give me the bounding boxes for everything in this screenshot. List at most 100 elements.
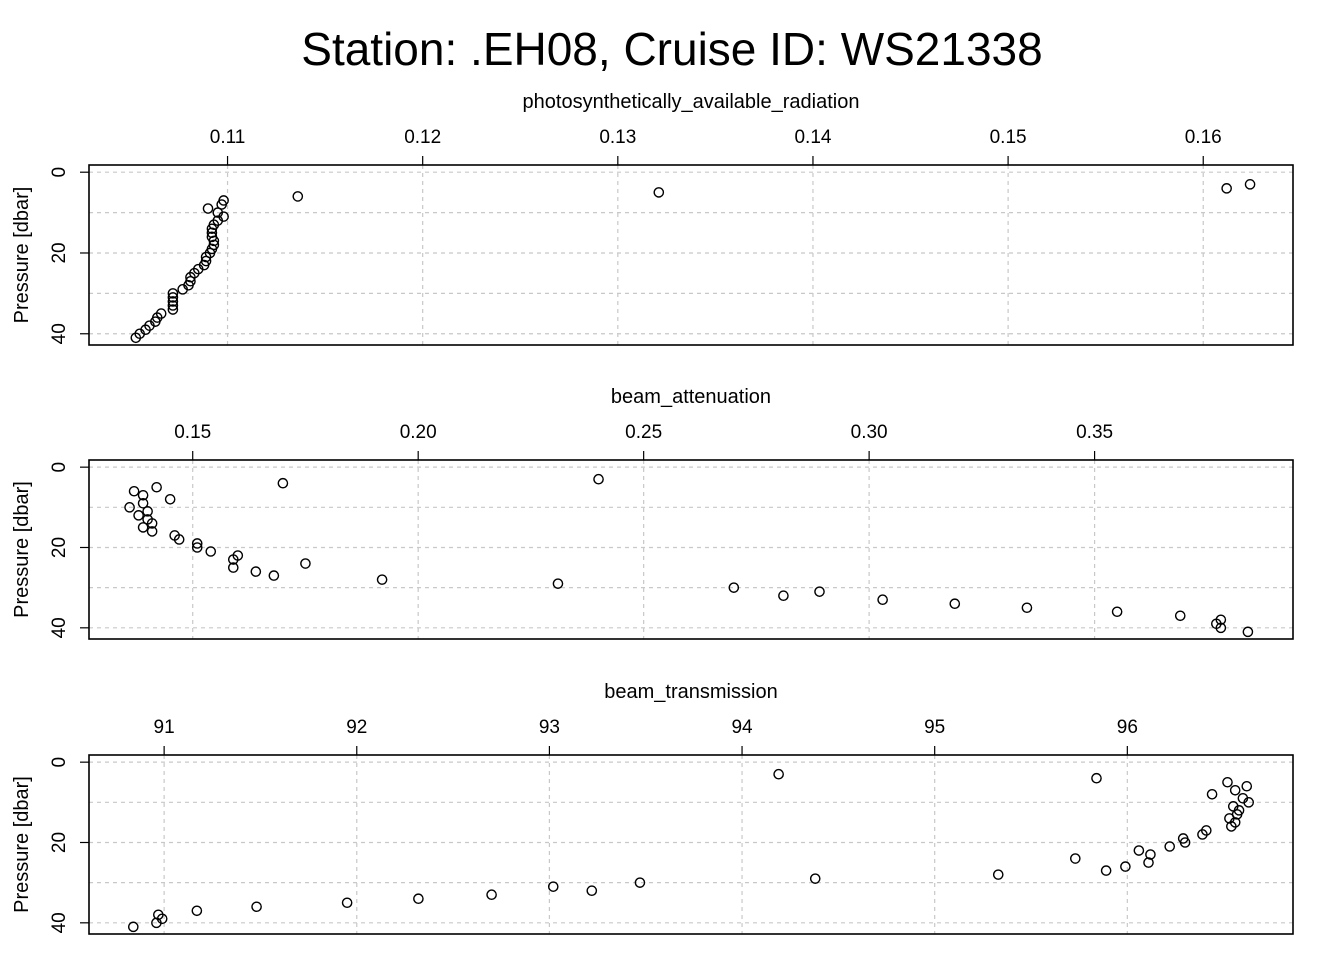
data-point [191,538,203,549]
data-point [1174,610,1186,622]
data-point [809,873,821,884]
data-point [206,227,218,239]
panel-2: beam_attenuation 0.15 0.20 0.25 0.30 0.35 0 20 4… [11,386,1294,640]
x-tick-label: 92 [346,717,367,738]
x-tick-label: 96 [1117,717,1138,738]
data-point [1221,183,1232,194]
data-point [1143,857,1154,868]
data-point [200,251,212,263]
data-point [1206,788,1218,800]
data-point [949,598,961,610]
data-point [185,271,196,283]
data-point [376,574,388,585]
y-axis-label: Pressure [dbar] [11,776,33,913]
y-tick-label: 0 [49,462,70,473]
x-tick-label: 0.20 [400,422,437,443]
data-point [227,562,239,573]
y-tick-label: 20 [49,537,70,558]
y-tick-label: 0 [49,757,70,768]
data-point [164,493,176,505]
y-tick-label: 0 [49,167,70,178]
data-point [486,889,497,901]
y-axis-label: Pressure [dbar] [11,187,33,324]
data-point [128,485,140,497]
data-point [1100,865,1112,876]
data-point [1021,602,1033,614]
data-point [205,546,217,557]
data-point [634,877,646,888]
data-point [1197,829,1208,840]
x-tick-label: 0.30 [851,422,888,443]
data-point [593,473,604,485]
x-tick-label: 94 [731,717,753,738]
data-point [202,203,214,214]
y-tick-label: 40 [49,617,70,638]
data-point [300,558,311,569]
data-point [1070,853,1081,864]
data-point [130,332,142,344]
y-tick-label: 20 [49,242,70,263]
panel-title: beam_transmission [604,681,777,703]
data-point [151,481,162,493]
y-tick-label: 40 [49,323,70,344]
data-point [206,223,218,235]
x-tick-label: 93 [539,717,560,738]
x-tick-label: 0.15 [174,422,211,443]
x-tick-label: 95 [924,717,945,738]
data-point [1091,772,1102,784]
x-tick-label: 91 [154,717,175,738]
data-point [142,506,153,517]
data-point [133,510,144,521]
data-point [167,300,179,311]
data-point [251,901,262,913]
data-point [586,885,598,896]
data-point [191,542,203,553]
data-point [413,893,424,905]
data-point [137,489,149,501]
panel-3: beam_transmission 91 92 93 94 95 96 0 20 40 Pressu… [11,681,1294,935]
panel-1: photosynthetically_available_radiation 0.… [11,91,1294,346]
data-point [191,905,203,917]
data-point [547,881,559,892]
data-point [146,518,158,529]
data-point [277,477,289,489]
x-tick-label: 0.16 [1185,127,1222,148]
data-point [268,570,280,581]
data-point [653,187,665,198]
data-point [1222,776,1233,788]
x-tick-label: 0.15 [990,127,1027,148]
data-point [1164,841,1176,852]
y-tick-label: 40 [49,912,70,933]
data-point [177,284,188,295]
data-point [814,586,825,597]
data-point [1215,622,1227,634]
panel-title: beam_attenuation [611,386,771,408]
x-tick-label: 0.12 [404,127,441,148]
data-point [137,522,149,533]
data-point [173,534,185,545]
data-point [128,921,139,933]
x-tick-label: 0.35 [1076,422,1113,443]
data-point [151,917,162,929]
data-point [552,578,564,589]
plot-frame [88,459,1294,640]
data-point [167,292,179,303]
data-point [250,566,262,577]
x-tick-label: 0.25 [625,422,662,443]
y-tick-label: 20 [49,832,70,853]
y-axis-label: Pressure [dbar] [11,481,33,618]
data-point [292,191,304,202]
x-tick-label: 0.13 [599,127,636,148]
data-point [146,526,158,537]
data-point [137,498,149,509]
plot-frame [88,164,1294,346]
data-point [1179,837,1191,848]
data-point [1226,821,1237,832]
data-point [1243,797,1254,808]
data-point [167,304,179,315]
data-point [1120,861,1131,872]
data-point [728,582,740,593]
data-point [773,768,784,780]
data-point [1244,179,1256,190]
